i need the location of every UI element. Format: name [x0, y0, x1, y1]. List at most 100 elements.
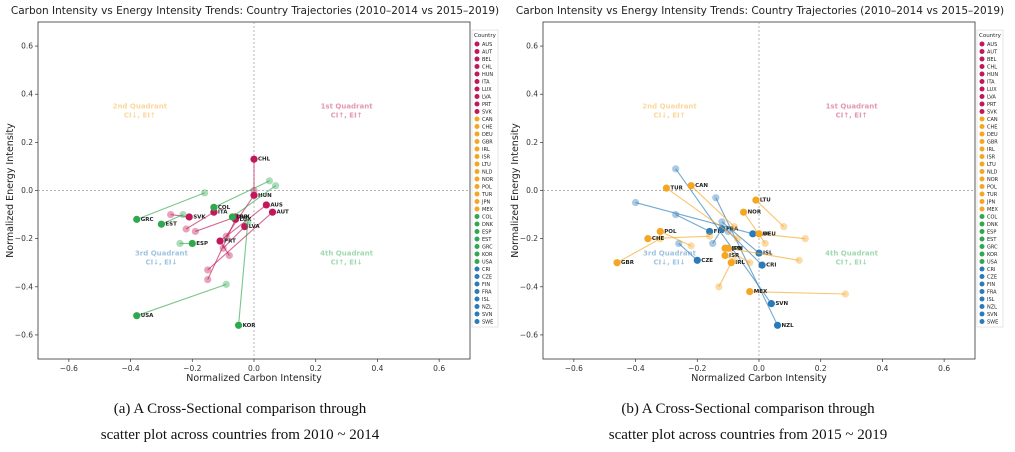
trajectory-col: COL [210, 177, 274, 211]
end-point [250, 155, 258, 163]
legend-label: EST [987, 237, 997, 243]
start-point [712, 194, 720, 202]
legend-label: CHE [482, 124, 492, 130]
start-point [761, 239, 769, 248]
point-label: DNK [236, 214, 250, 220]
legend-label: ISR [987, 154, 996, 160]
y-tick-label: −0.4 [520, 282, 538, 291]
x-tick-label: −0.6 [60, 364, 78, 373]
start-point [675, 239, 683, 248]
legend-marker [979, 199, 985, 204]
start-point [201, 189, 209, 197]
legend-label: GBR [482, 139, 493, 145]
x-tick-label: −0.6 [565, 364, 583, 373]
start-point [631, 198, 640, 207]
quadrant-subtitle: CI↓, EI↑ [124, 112, 156, 120]
legend-label: COL [987, 214, 997, 220]
trajectory-line [136, 192, 205, 220]
legend-label: PRT [987, 102, 997, 108]
point-label: CHE [652, 236, 665, 242]
legend-label: KOR [482, 252, 493, 258]
trajectory-line [678, 243, 698, 261]
legend-marker [979, 244, 985, 249]
legend-marker [979, 79, 985, 84]
legend-marker [979, 146, 985, 152]
legend-label: DEU [987, 132, 998, 138]
x-tick-label: 0.6 [938, 364, 950, 373]
point-label: KOR [243, 323, 257, 329]
legend-label: USA [987, 259, 998, 265]
legend-label: CAN [482, 117, 493, 123]
legend-label: AUT [482, 49, 493, 55]
legend-marker [474, 229, 480, 234]
y-tick-label: 0.0 [526, 186, 538, 195]
legend-marker [474, 161, 480, 167]
legend-label: HUN [987, 72, 998, 78]
legend-label: SVN [987, 312, 998, 318]
end-point [752, 196, 760, 204]
legend-label: AUS [482, 42, 492, 48]
trajectory-line [749, 291, 846, 295]
trajectory-cze: CZE [675, 239, 713, 264]
trajectory-lva: LVA [219, 223, 260, 252]
legend-label: CZE [987, 274, 997, 280]
caption-b-line2: scatter plot across countries from 2015 … [608, 427, 888, 443]
legend-label: LVA [987, 94, 996, 100]
start-point [244, 218, 252, 226]
x-tick-label: 0.4 [876, 364, 888, 373]
legend-marker [979, 266, 985, 272]
trajectory-svk: SVK [167, 210, 206, 221]
legend-label: NOR [482, 177, 494, 183]
legend-marker [979, 319, 985, 324]
end-point [739, 208, 748, 216]
trajectory-line [758, 233, 806, 240]
start-point [746, 259, 754, 267]
legend-label: KOR [987, 252, 998, 258]
quadrant-subtitle: CI↑, EI↓ [331, 258, 363, 266]
legend-marker [474, 191, 480, 197]
trajectory-line [207, 211, 273, 271]
end-point [613, 259, 621, 267]
end-point [718, 225, 726, 233]
legend-marker [979, 49, 985, 54]
legend-label: COL [482, 214, 492, 220]
trajectory-grc: GRC [133, 189, 209, 223]
trajectory-tur: TUR [662, 184, 741, 243]
legend-marker [474, 206, 480, 212]
quadrant-title: 3rd Quadrant [643, 249, 697, 257]
legend-marker [474, 199, 480, 204]
legend-marker [474, 214, 480, 219]
legend-label: FRA [987, 289, 997, 295]
legend-label: NOR [987, 177, 999, 183]
y-tick-label: 0.2 [526, 138, 538, 147]
trajectory-line [195, 216, 236, 232]
legend-label: FIN [482, 282, 490, 288]
start-point [167, 210, 175, 219]
legend-marker [979, 169, 985, 174]
legend-label: HUN [482, 72, 493, 78]
legend-marker [474, 71, 480, 77]
end-point [746, 288, 754, 296]
trajectory-line [675, 214, 710, 232]
legend-marker [979, 214, 985, 219]
legend-marker [474, 319, 480, 324]
end-point [721, 251, 729, 260]
trajectory-line [727, 231, 763, 266]
quadrant-subtitle: CI↓, EI↓ [654, 258, 686, 266]
legend-label: ITA [482, 79, 490, 85]
trajectory-line [666, 187, 738, 240]
legend-marker [979, 101, 985, 107]
end-point [758, 261, 766, 269]
legend-marker [474, 49, 480, 54]
legend-label: IRL [987, 147, 995, 153]
legend-marker [979, 229, 985, 234]
start-point [841, 290, 849, 298]
legend-label: POL [987, 184, 997, 190]
trajectory-pol: POL [656, 227, 695, 250]
x-tick-label: 0.2 [815, 364, 827, 373]
legend-label: CAN [987, 117, 998, 123]
point-label: FRA [726, 227, 739, 233]
end-point [185, 213, 193, 221]
trajectory-line [690, 185, 735, 228]
